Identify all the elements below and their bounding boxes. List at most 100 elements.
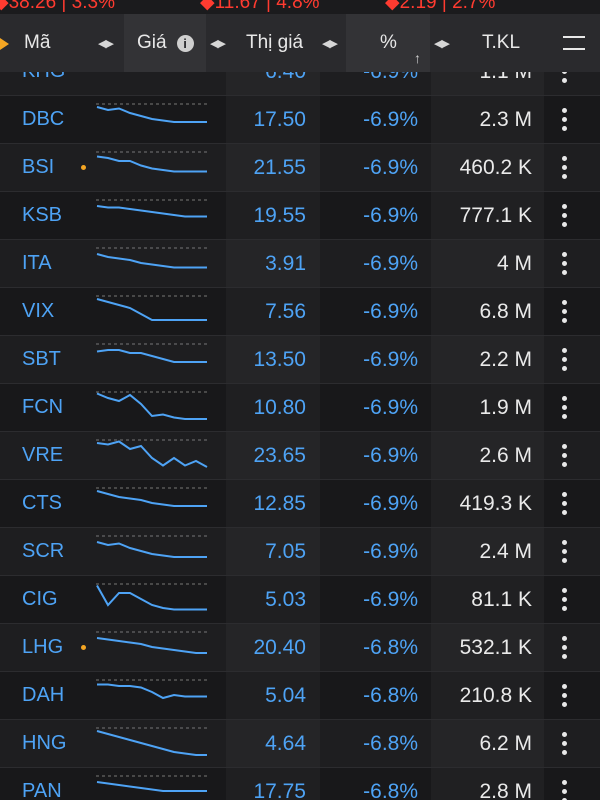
percent-change: -6.9% [363, 395, 418, 419]
stock-symbol[interactable]: VIX [22, 300, 55, 322]
header-price[interactable]: Giá i [124, 14, 206, 72]
sparkline-path [96, 585, 207, 611]
table-row[interactable]: CIG 5.03 -6.9% 81.1 K [0, 576, 600, 624]
table-row[interactable]: CTS 12.85 -6.9% 419.3 K [0, 480, 600, 528]
table-row[interactable]: ITA 3.91 -6.9% 4 M [0, 240, 600, 288]
resize-arrows-icon[interactable]: ◀▶ [210, 37, 226, 50]
more-options-icon[interactable] [556, 768, 572, 800]
table-row[interactable]: HNG 4.64 -6.8% 6.2 M [0, 720, 600, 768]
total-volume: 210.8 K [459, 683, 532, 707]
total-volume: 2.2 M [479, 347, 532, 371]
table-row[interactable]: SBT 13.50 -6.9% 2.2 M [0, 336, 600, 384]
table-row[interactable]: LHG 20.40 -6.8% 532.1 K [0, 624, 600, 672]
market-price: 3.91 [265, 251, 306, 275]
table-row[interactable]: BSI 21.55 -6.9% 460.2 K [0, 144, 600, 192]
stock-symbol[interactable]: LHG [22, 636, 64, 658]
header-volume[interactable]: T.KL [460, 14, 544, 72]
stock-symbol[interactable]: FCN [22, 396, 64, 418]
more-options-icon[interactable] [556, 288, 572, 335]
table-row[interactable]: KSB 19.55 -6.9% 777.1 K [0, 192, 600, 240]
table-row[interactable]: KHG 6.40 -6.9% 1.1 M [0, 72, 600, 96]
total-volume: 777.1 K [459, 203, 532, 227]
stock-symbol[interactable]: DAH [22, 684, 65, 706]
market-price: 19.55 [253, 203, 306, 227]
total-volume: 2.4 M [479, 539, 532, 563]
header-percent[interactable]: % ↑ [346, 14, 430, 72]
more-options-icon[interactable] [556, 720, 572, 767]
total-volume: 2.3 M [479, 107, 532, 131]
more-options-icon[interactable] [556, 672, 572, 719]
more-options-icon[interactable] [556, 336, 572, 383]
sparkline-path [96, 730, 207, 756]
sparkline-chart [96, 439, 208, 468]
table-row[interactable]: VIX 7.56 -6.9% 6.8 M [0, 288, 600, 336]
stock-symbol[interactable]: VRE [22, 444, 64, 466]
sparkline-chart [96, 727, 208, 756]
more-options-icon[interactable] [556, 96, 572, 143]
more-options-icon[interactable] [556, 624, 572, 671]
table-row[interactable]: VRE 23.65 -6.9% 2.6 M [0, 432, 600, 480]
stock-symbol[interactable]: HNG [22, 732, 67, 754]
sparkline-chart [96, 295, 208, 321]
percent-change: -6.9% [363, 539, 418, 563]
info-icon[interactable]: i [176, 34, 194, 52]
market-price: 6.40 [210, 72, 306, 95]
header-market-price[interactable]: Thị giá [236, 14, 320, 72]
stock-symbol[interactable]: ITA [22, 252, 52, 274]
percent-change: -6.8% [363, 731, 418, 755]
header-code[interactable]: Mã [0, 14, 94, 72]
header-market-price-label: Thị giá [246, 32, 304, 53]
table-row[interactable]: PAN 17.75 -6.8% 2.8 M [0, 768, 600, 800]
ticker-item: ◆2.19 | 2.7% [385, 0, 496, 13]
table-row[interactable]: SCR 7.05 -6.9% 2.4 M [0, 528, 600, 576]
percent-change: -6.9% [363, 491, 418, 515]
total-volume: 532.1 K [459, 635, 532, 659]
more-options-icon[interactable] [556, 144, 572, 191]
stock-symbol[interactable]: CIG [22, 588, 58, 610]
more-options-icon[interactable] [556, 72, 572, 95]
sparkline-chart [96, 343, 208, 363]
stock-symbol[interactable]: KHG [22, 72, 92, 95]
resize-arrows-icon[interactable]: ◀▶ [322, 37, 338, 50]
more-options-icon[interactable] [556, 528, 572, 575]
sparkline-chart [96, 151, 208, 173]
table-row[interactable]: DBC 17.50 -6.9% 2.3 M [0, 96, 600, 144]
ticker-item: ◆38.26 | 3.3% [0, 0, 115, 13]
stock-symbol[interactable]: PAN [22, 780, 62, 800]
more-options-icon[interactable] [556, 192, 572, 239]
sparkline-chart [96, 247, 208, 269]
resize-arrows-icon[interactable]: ◀▶ [98, 37, 114, 50]
more-options-icon[interactable] [556, 240, 572, 287]
market-price: 17.75 [253, 779, 306, 800]
stock-symbol[interactable]: BSI [22, 156, 55, 178]
stock-symbol[interactable]: SBT [22, 348, 61, 370]
more-options-icon[interactable] [556, 480, 572, 527]
total-volume: 4 M [496, 251, 532, 275]
sparkline-path [96, 349, 207, 363]
sparkline-path [96, 298, 207, 321]
more-options-icon[interactable] [556, 576, 572, 623]
total-volume: 2.8 M [479, 779, 532, 800]
percent-change: -6.8% [363, 635, 418, 659]
table-row[interactable]: FCN 10.80 -6.9% 1.9 M [0, 384, 600, 432]
index-ticker: ◆38.26 | 3.3% ◆11.67 | 4.8% ◆2.19 | 2.7% [0, 0, 600, 14]
total-volume: 6.2 M [479, 731, 532, 755]
more-options-icon[interactable] [556, 384, 572, 431]
market-price: 12.85 [253, 491, 306, 515]
hamburger-icon[interactable] [563, 36, 585, 50]
stock-symbol[interactable]: SCR [22, 540, 65, 562]
stock-symbol[interactable]: DBC [22, 108, 65, 130]
sparkline-chart [96, 583, 208, 611]
more-options-icon[interactable] [556, 432, 572, 479]
total-volume: 460.2 K [459, 155, 532, 179]
resize-arrows-icon[interactable]: ◀▶ [434, 37, 450, 50]
total-volume: 6.8 M [479, 299, 532, 323]
sparkline-chart [96, 487, 208, 507]
stock-symbol[interactable]: CTS [22, 492, 62, 514]
stock-symbol[interactable]: KSB [22, 204, 63, 226]
percent-change: -6.9% [363, 155, 418, 179]
header-price-label: Giá [137, 32, 167, 53]
table-row[interactable]: DAH 5.04 -6.8% 210.8 K [0, 672, 600, 720]
sparkline-chart [96, 103, 208, 123]
sparkline-chart [96, 679, 208, 700]
